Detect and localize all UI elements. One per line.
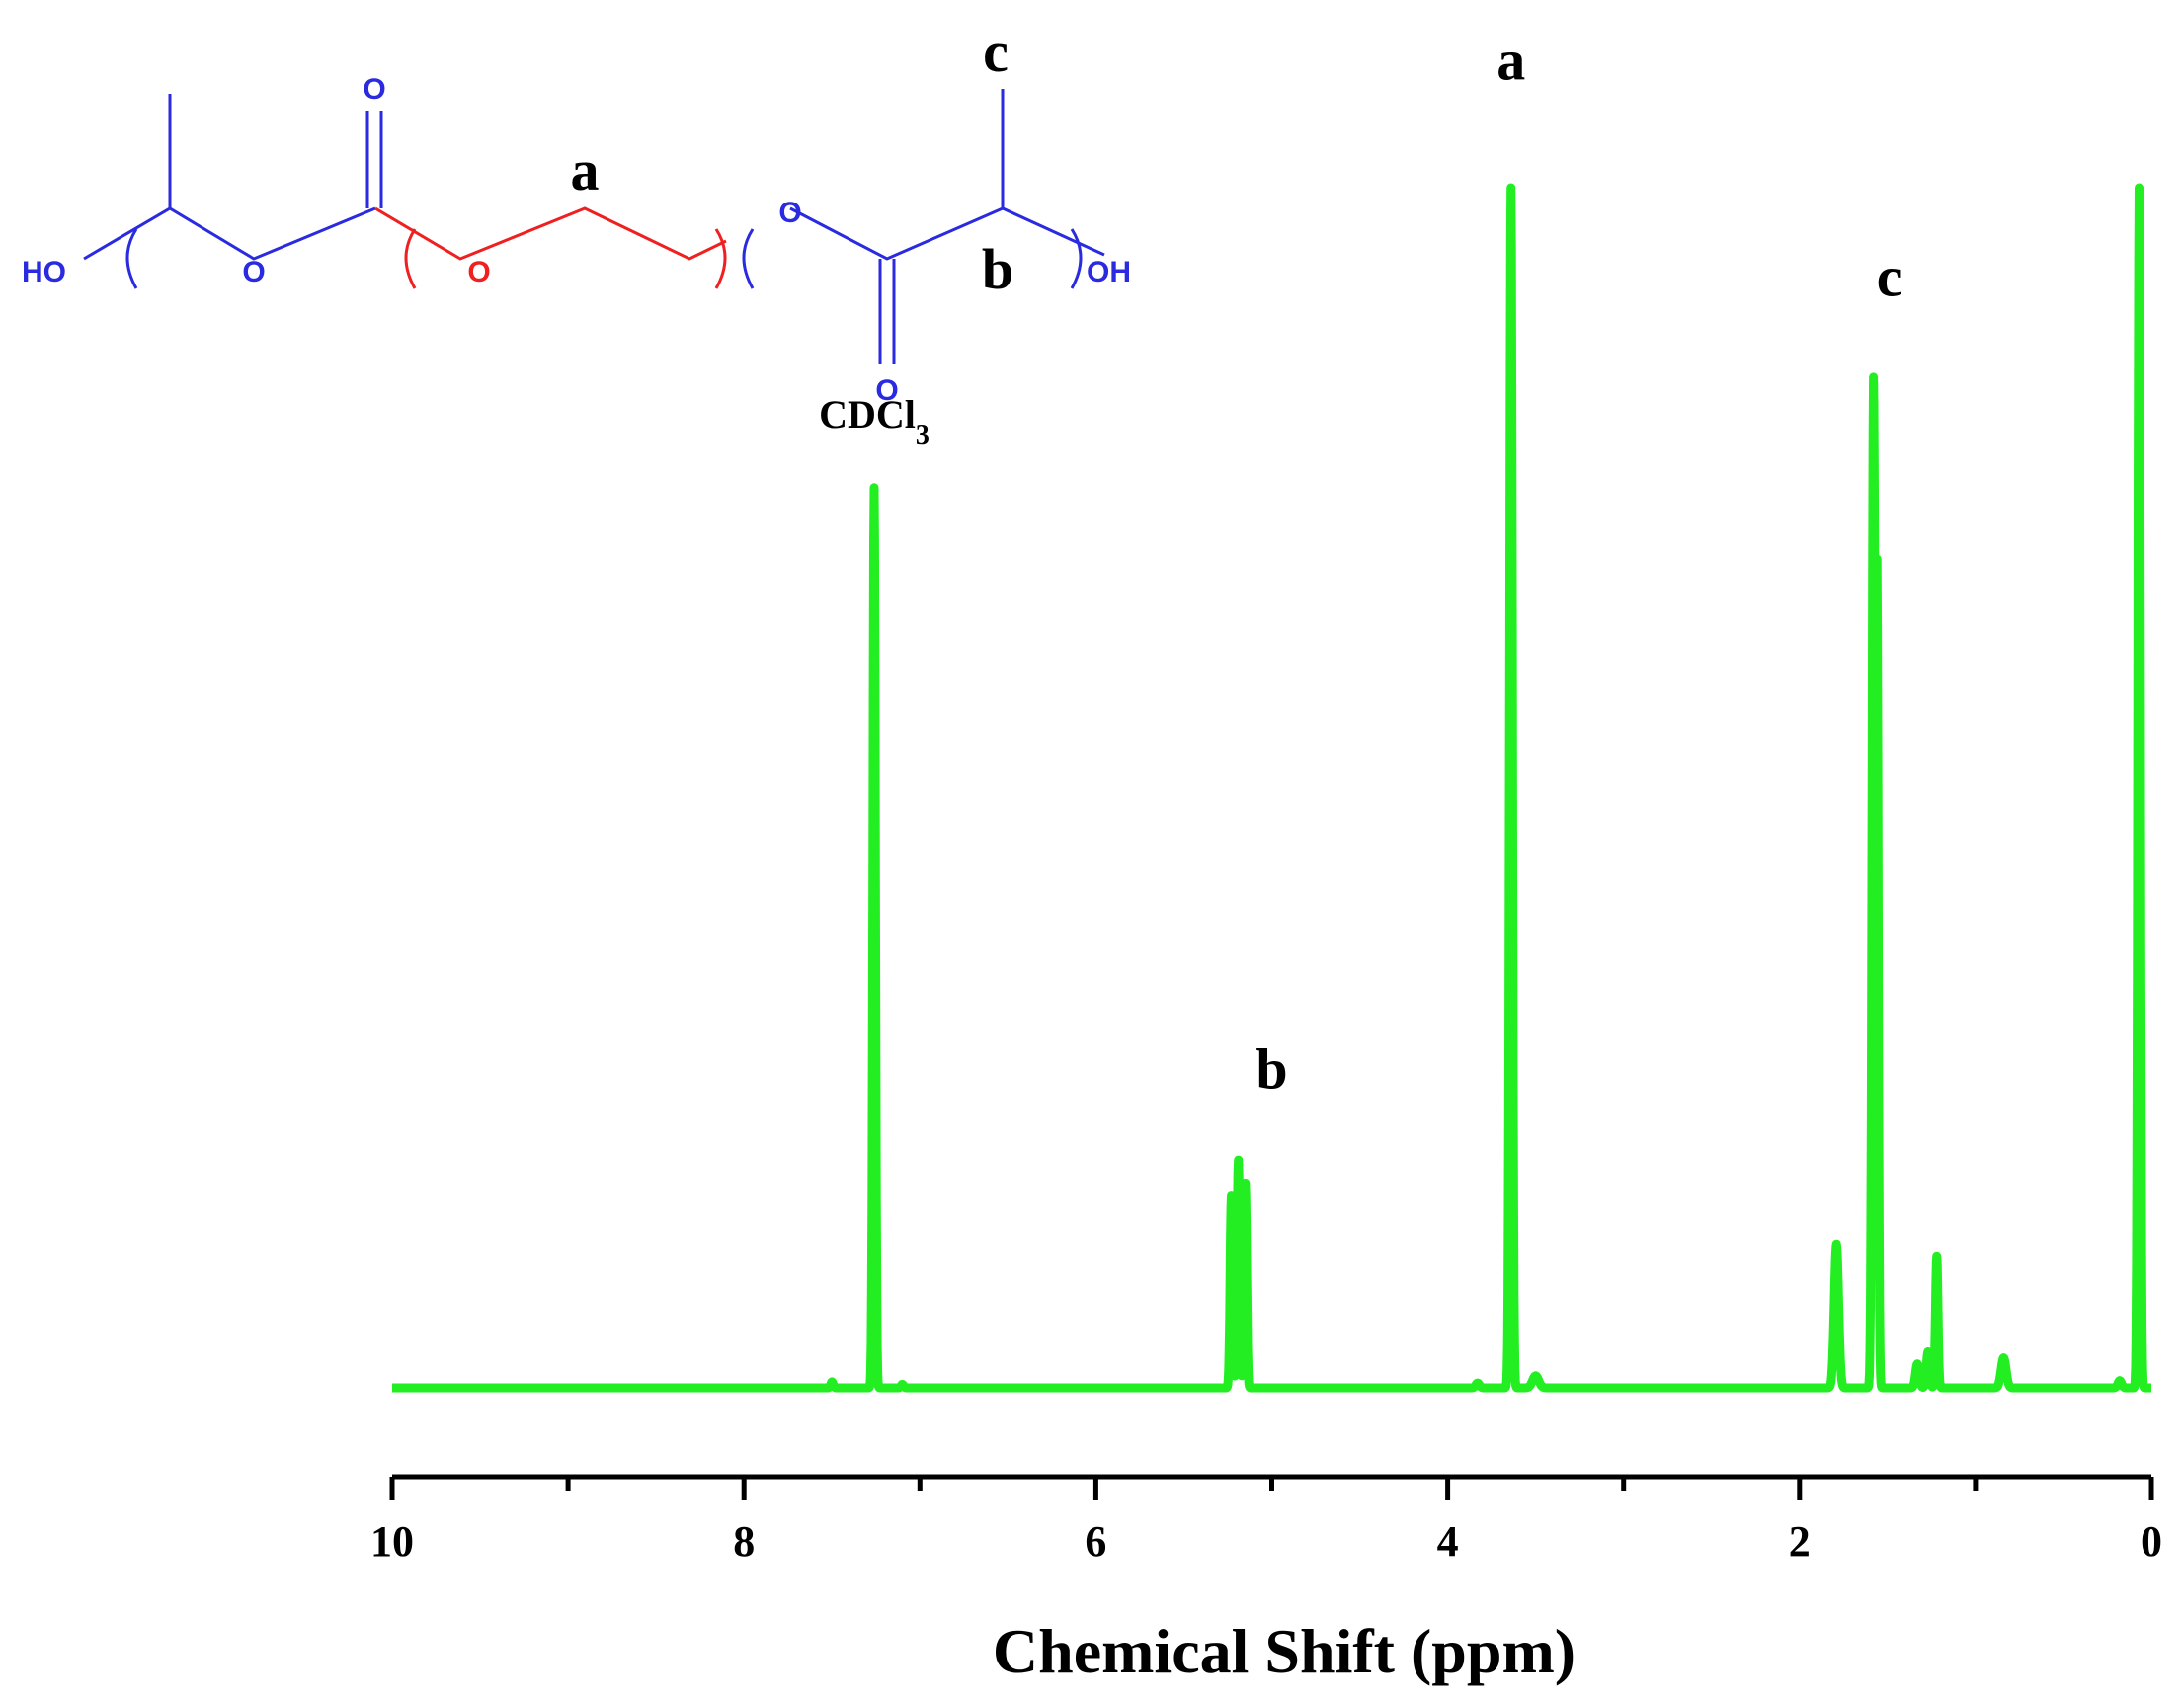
- chemical-structure: HO O O O O O OH a b c: [22, 20, 1131, 407]
- spectrum-line: [387, 183, 2156, 1393]
- x-tick-label: 6: [1085, 1517, 1106, 1566]
- x-tick-label: 10: [370, 1517, 414, 1566]
- oh-label: OH: [1087, 256, 1131, 288]
- x-axis: 10 8 6 4 2 0 Chemical Shift (ppm): [370, 1474, 2162, 1686]
- carbonyl-oxygen-label-2: O: [875, 374, 898, 407]
- ester-oxygen-label-1: O: [242, 256, 265, 288]
- peak-annotations: a c b CDCl3: [819, 29, 1901, 1101]
- ester-oxygen-label-2: O: [778, 197, 801, 229]
- ether-oxygen-label: O: [467, 256, 490, 288]
- structure-label-a: a: [571, 138, 600, 203]
- spectrum-plot: a c b CDCl3: [387, 29, 2156, 1393]
- peg-bonds: [374, 206, 727, 289]
- peak-label-a: a: [1496, 29, 1525, 93]
- structure-proton-labels: a b c: [571, 20, 1014, 301]
- x-tick-label: 4: [1437, 1517, 1459, 1566]
- structure-label-c: c: [983, 20, 1009, 84]
- peak-label-cdcl3: CDCl3: [819, 392, 930, 450]
- peak-label-c: c: [1877, 244, 1902, 308]
- pla-right-bonds: [742, 89, 1105, 364]
- carbonyl-oxygen-label-1: O: [363, 73, 385, 106]
- x-tick-label: 2: [1789, 1517, 1811, 1566]
- x-axis-title: Chemical Shift (ppm): [993, 1616, 1576, 1686]
- peak-label-b: b: [1255, 1036, 1287, 1100]
- x-tick-label: 8: [733, 1517, 755, 1566]
- x-tick-label: 0: [2141, 1517, 2162, 1566]
- x-axis-ticks: 10 8 6 4 2 0: [370, 1477, 2162, 1566]
- pla-left-bonds: [83, 94, 383, 289]
- atom-labels: HO O O O O O OH: [22, 73, 1131, 407]
- structure-label-b: b: [982, 237, 1013, 301]
- ho-label: HO: [22, 256, 66, 288]
